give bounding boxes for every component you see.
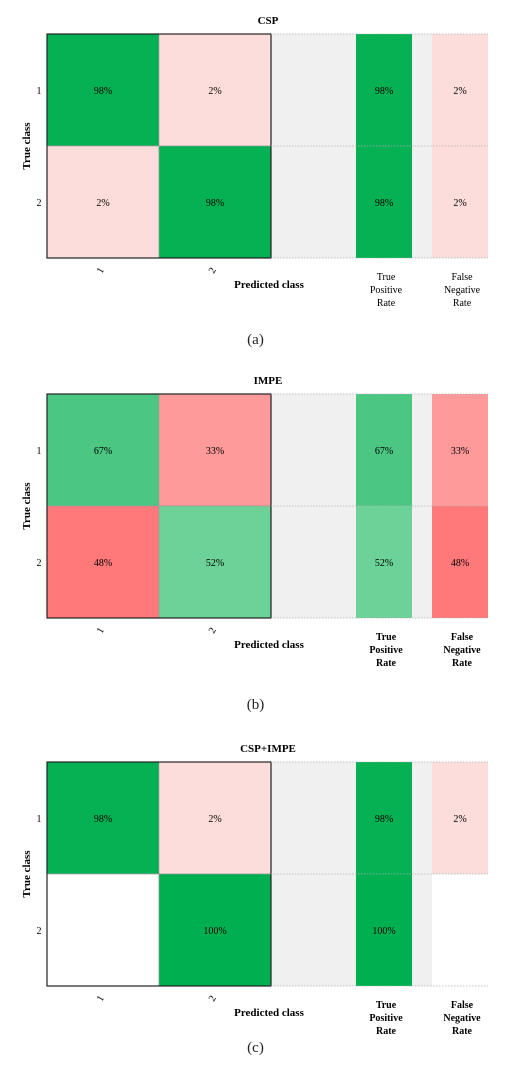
- fnr-cell: [432, 762, 488, 874]
- matrix-cell: [46, 33, 160, 147]
- confusion-matrix-csp-impe: CSP+IMPE 98% 2% 100% 98% 2% 100% 1 2 True class 1 2…: [21, 743, 488, 1037]
- matrix-cell: [46, 505, 160, 619]
- matrix-cell-label: 67%: [94, 446, 112, 457]
- tpr-header: True Positive Rate: [369, 1000, 403, 1037]
- fnr-cell-label: 2%: [453, 198, 466, 209]
- matrix-cell-label: 100%: [203, 926, 226, 937]
- tpr-cell: [356, 34, 412, 146]
- tpr-cell-label: 98%: [375, 86, 393, 97]
- column-tick-label: 1: [95, 994, 107, 1004]
- matrix-cell-label: 98%: [206, 198, 224, 209]
- matrix-cell-label: 98%: [94, 814, 112, 825]
- matrix-cell-label: 52%: [206, 558, 224, 569]
- matrix-cell: [158, 761, 272, 875]
- row-tick-label: 1: [37, 86, 42, 97]
- tpr-cell: [356, 146, 412, 258]
- tpr-cell: [356, 394, 412, 506]
- row-tick-label: 1: [37, 814, 42, 825]
- caption-b: (b): [246, 697, 265, 713]
- matrix-cell-label: 33%: [206, 446, 224, 457]
- y-axis-label: True class: [21, 122, 33, 170]
- matrix-cell-label: 98%: [94, 86, 112, 97]
- tpr-cell-label: 98%: [375, 198, 393, 209]
- row-tick-label: 2: [37, 558, 42, 569]
- chart-panel-a: CSP 98% 2% 2% 98% 98% 2% 98% 2% 1 2 True class 1 2 Pre…: [0, 0, 511, 320]
- fnr-cell-label: 2%: [453, 814, 466, 825]
- y-axis-label: True class: [21, 482, 33, 530]
- matrix-cell-label: 2%: [96, 198, 109, 209]
- matrix-cell-label: 2%: [208, 814, 221, 825]
- fnr-cell-label: 2%: [453, 86, 466, 97]
- fnr-cell: [432, 394, 488, 506]
- caption-a: (a): [247, 332, 264, 348]
- x-axis-label: Predicted class: [234, 279, 304, 291]
- tpr-cell-label: 67%: [375, 446, 393, 457]
- fnr-header: False Negative Rate: [444, 272, 481, 309]
- matrix-cell: [46, 145, 160, 259]
- matrix-cell: [46, 873, 160, 987]
- row-tick-label: 1: [37, 446, 42, 457]
- caption-c: (c): [247, 1040, 264, 1056]
- confusion-matrix-csp: CSP 98% 2% 2% 98% 98% 2% 98% 2% 1 2 True class 1 2 Pre…: [21, 15, 488, 309]
- tpr-cell: [356, 762, 412, 874]
- x-axis-label: Predicted class: [234, 1007, 304, 1019]
- fnr-cell: [432, 874, 488, 986]
- chart-title: CSP: [258, 15, 279, 27]
- confusion-matrix-impe: IMPE 67% 33% 48% 52% 67% 33% 52% 48% 1 2 True class…: [21, 375, 488, 669]
- column-tick-label: 2: [207, 266, 219, 276]
- chart-title: IMPE: [254, 375, 283, 387]
- matrix-cell: [158, 393, 272, 507]
- y-axis-label: True class: [21, 850, 33, 898]
- matrix-cell: [46, 761, 160, 875]
- tpr-header: True Positive Rate: [369, 632, 403, 669]
- chart-panel-b: IMPE 67% 33% 48% 52% 67% 33% 52% 48% 1 2 True class…: [0, 360, 511, 680]
- column-tick-label: 2: [207, 994, 219, 1004]
- fnr-cell: [432, 146, 488, 258]
- column-tick-label: 2: [207, 626, 219, 636]
- fnr-cell-label: 48%: [451, 558, 469, 569]
- tpr-cell: [356, 874, 412, 986]
- fnr-cell: [432, 34, 488, 146]
- column-tick-label: 1: [95, 626, 107, 636]
- tpr-cell: [356, 506, 412, 618]
- matrix-cell-label: 2%: [208, 86, 221, 97]
- row-tick-label: 2: [37, 198, 42, 209]
- tpr-cell-label: 98%: [375, 814, 393, 825]
- matrix-cell-label: 48%: [94, 558, 112, 569]
- fnr-header: False Negative Rate: [443, 1000, 481, 1037]
- row-tick-label: 2: [37, 926, 42, 937]
- chart-title: CSP+IMPE: [240, 743, 296, 755]
- tpr-cell-label: 52%: [375, 558, 393, 569]
- x-axis-label: Predicted class: [234, 639, 304, 651]
- chart-panel-c: CSP+IMPE 98% 2% 100% 98% 2% 100% 1 2 True class 1 2…: [0, 728, 511, 1048]
- tpr-cell-label: 100%: [372, 926, 395, 937]
- fnr-header: False Negative Rate: [443, 632, 481, 669]
- tpr-header: True Positive Rate: [370, 272, 403, 309]
- matrix-cell: [158, 873, 272, 987]
- fnr-cell: [432, 506, 488, 618]
- column-tick-label: 1: [95, 266, 107, 276]
- fnr-cell-label: 33%: [451, 446, 469, 457]
